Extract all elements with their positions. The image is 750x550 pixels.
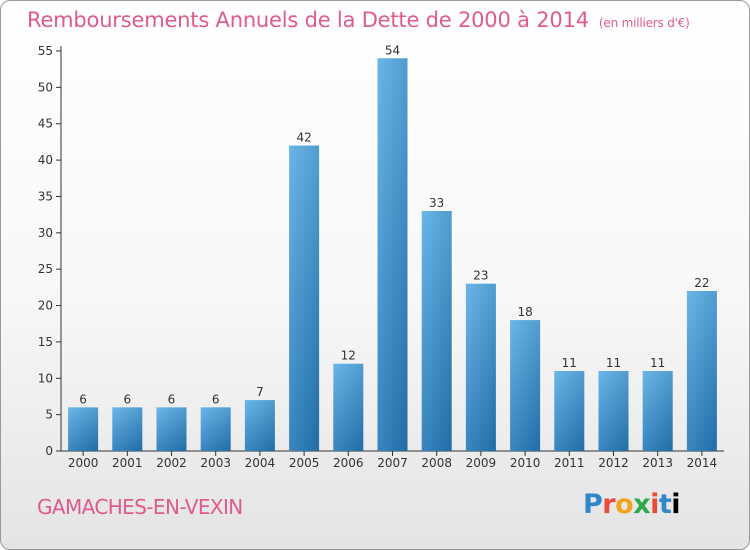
bar-shade: [200, 407, 231, 451]
y-tick-label: 20: [38, 299, 53, 313]
brand-letter: i: [671, 489, 681, 520]
x-tick-label: 2001: [112, 456, 143, 470]
brand-letter: t: [658, 489, 672, 520]
data-label: 6: [123, 392, 131, 406]
chart-title: Remboursements Annuels de la Dette de 20…: [27, 8, 690, 32]
data-label: 6: [168, 392, 176, 406]
brand-letter: r: [602, 489, 616, 520]
x-tick-label: 2014: [687, 456, 718, 470]
brand-letter: o: [615, 489, 634, 520]
bar-shade: [377, 58, 408, 451]
bar-shade: [244, 400, 275, 451]
bar-shade: [465, 283, 496, 451]
data-label: 42: [296, 131, 311, 145]
y-axis: 0 5 10 15 20 25 30 35 40 45 50 55: [38, 44, 62, 458]
bar-shade: [642, 371, 673, 451]
x-tick-label: 2012: [598, 456, 629, 470]
data-label: 12: [341, 349, 356, 363]
data-label: 33: [429, 196, 444, 210]
bar-shade: [156, 407, 187, 451]
bar-shade: [112, 407, 143, 451]
x-tick-label: 2010: [510, 456, 541, 470]
x-tick-label: 2003: [200, 456, 231, 470]
data-label: 54: [385, 43, 400, 57]
y-tick-label: 5: [45, 408, 53, 422]
chart-title-text: Remboursements Annuels de la Dette de 20…: [27, 8, 589, 32]
x-tick-label: 2000: [68, 456, 99, 470]
bar-shade: [333, 363, 364, 451]
y-tick-label: 25: [38, 262, 53, 276]
bar-shade: [289, 145, 320, 451]
bar-shade: [686, 291, 717, 451]
x-tick-label: 2009: [466, 456, 497, 470]
bar-shade: [510, 320, 541, 451]
commune-name: GAMACHES-EN-VEXIN: [37, 495, 243, 519]
x-tick-label: 2006: [333, 456, 364, 470]
x-tick-label: 2007: [377, 456, 408, 470]
x-tick-label: 2013: [642, 456, 673, 470]
brand-logo: Proxiti: [583, 489, 681, 520]
x-tick-label: 2011: [554, 456, 585, 470]
y-tick-label: 55: [38, 44, 53, 58]
data-label: 7: [256, 385, 264, 399]
y-tick-label: 40: [38, 153, 53, 167]
data-label: 22: [694, 276, 709, 290]
x-tick-label: 2005: [289, 456, 320, 470]
y-tick-label: 30: [38, 226, 53, 240]
value-labels: 6 6 6 6 7 42 12 54 33 23 18 11 11 11 22: [79, 43, 709, 406]
bar-shade: [598, 371, 629, 451]
brand-letter: i: [650, 489, 659, 520]
data-label: 11: [562, 356, 577, 370]
y-tick-label: 10: [38, 371, 53, 385]
data-label: 18: [517, 305, 532, 319]
data-label: 6: [212, 392, 220, 406]
y-tick-label: 50: [38, 80, 53, 94]
data-label: 6: [79, 392, 87, 406]
chart-unit: (en milliers d'€): [598, 16, 690, 30]
y-tick-label: 35: [38, 189, 53, 203]
data-label: 11: [606, 356, 621, 370]
bar-shade: [554, 371, 585, 451]
data-label: 11: [650, 356, 665, 370]
data-label: 23: [473, 269, 488, 283]
y-tick-label: 45: [38, 117, 53, 131]
brand-letter: P: [583, 489, 603, 520]
x-tick-label: 2008: [421, 456, 452, 470]
x-tick-label: 2004: [245, 456, 276, 470]
brand-letter: x: [633, 489, 651, 520]
y-tick-label: 15: [38, 335, 53, 349]
x-tick-label: 2002: [156, 456, 187, 470]
bars: [68, 58, 717, 451]
bar-shade: [421, 211, 452, 451]
bar-shade: [68, 407, 99, 451]
y-tick-label: 0: [45, 444, 53, 458]
x-axis: 2000 2001 2002 2003 2004 2005 2006 2007 2008 2009…: [61, 450, 724, 470]
